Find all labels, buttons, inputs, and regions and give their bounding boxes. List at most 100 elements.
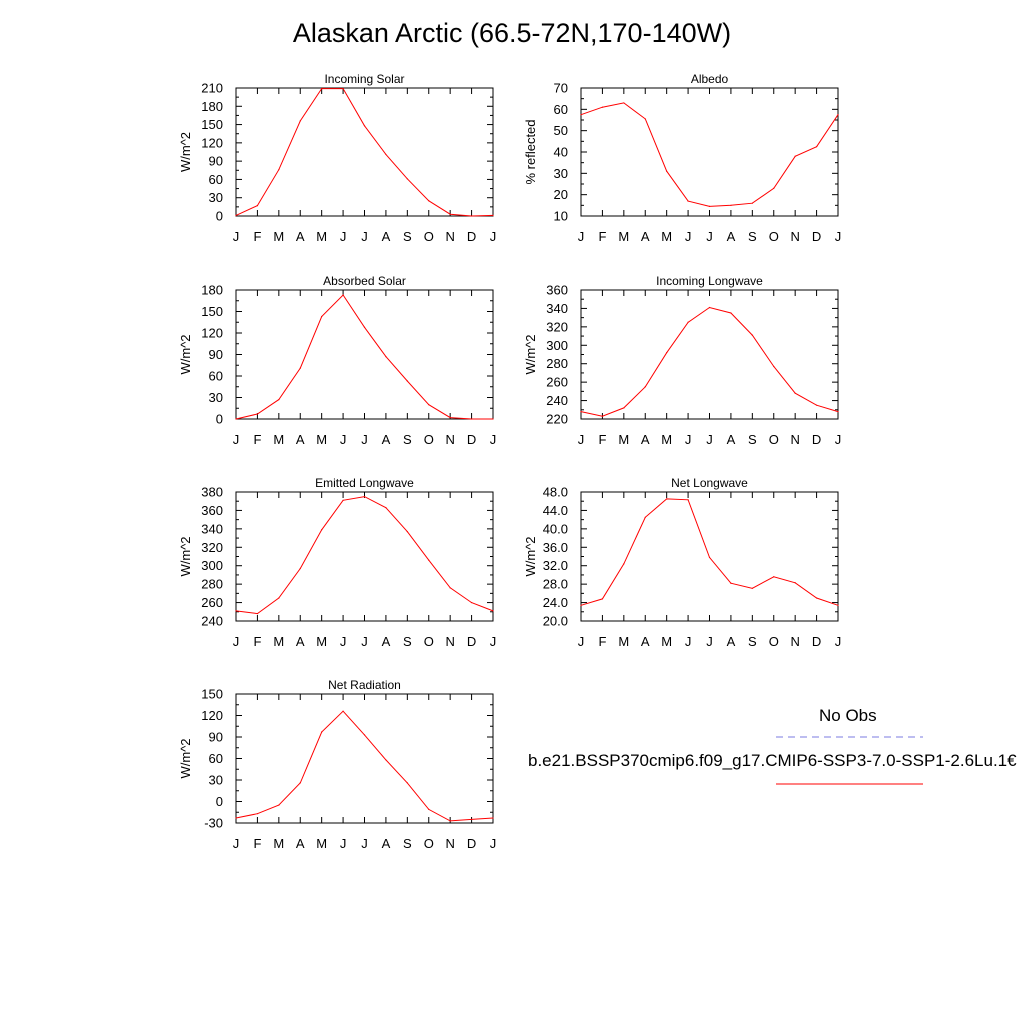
data-point bbox=[492, 214, 494, 216]
x-tick-label: J bbox=[340, 432, 347, 447]
chart-panel-3: Incoming Longwave W/m^2 220 240 260 280 300 320… bbox=[523, 274, 841, 447]
data-point bbox=[342, 88, 344, 90]
data-point bbox=[644, 118, 646, 120]
data-point bbox=[278, 804, 280, 806]
x-tick-label: J bbox=[706, 432, 713, 447]
data-point bbox=[580, 411, 582, 413]
y-tick-label: 0 bbox=[216, 794, 223, 809]
x-tick-label: A bbox=[296, 634, 305, 649]
data-point bbox=[666, 498, 668, 500]
x-tick-label: A bbox=[641, 432, 650, 447]
x-tick-label: D bbox=[812, 634, 821, 649]
y-tick-label: 90 bbox=[209, 730, 223, 745]
x-tick-label: A bbox=[641, 229, 650, 244]
y-tick-label: 180 bbox=[201, 283, 223, 298]
x-tick-label: N bbox=[790, 229, 799, 244]
y-tick-label: 70 bbox=[554, 81, 568, 96]
x-tick-label: J bbox=[233, 634, 240, 649]
y-tick-label: 24.0 bbox=[543, 595, 568, 610]
y-axis-label: W/m^2 bbox=[178, 334, 193, 374]
y-tick-label: 0 bbox=[216, 412, 223, 427]
y-tick-label: 40 bbox=[554, 145, 568, 160]
x-tick-label: S bbox=[403, 229, 412, 244]
y-tick-label: 60 bbox=[209, 751, 223, 766]
y-tick-label: 120 bbox=[201, 135, 223, 150]
x-tick-label: M bbox=[273, 229, 284, 244]
x-tick-label: N bbox=[445, 432, 454, 447]
x-tick-label: M bbox=[618, 634, 629, 649]
data-point bbox=[837, 604, 839, 606]
data-point bbox=[470, 818, 473, 821]
x-tick-label: J bbox=[361, 634, 368, 649]
x-tick-label: M bbox=[316, 634, 327, 649]
y-tick-label: 30 bbox=[209, 773, 223, 788]
x-tick-label: S bbox=[748, 634, 757, 649]
data-point bbox=[256, 413, 259, 415]
y-tick-label: 260 bbox=[546, 375, 568, 390]
y-tick-label: -30 bbox=[204, 816, 223, 831]
x-tick-label: J bbox=[233, 432, 240, 447]
y-tick-label: 240 bbox=[201, 614, 223, 629]
y-axis-label: W/m^2 bbox=[523, 536, 538, 576]
x-tick-label: A bbox=[382, 634, 391, 649]
y-tick-label: 220 bbox=[546, 412, 568, 427]
x-tick-label: A bbox=[296, 432, 305, 447]
x-tick-label: N bbox=[445, 634, 454, 649]
data-point bbox=[449, 213, 451, 215]
y-tick-label: 120 bbox=[201, 708, 223, 723]
x-tick-label: J bbox=[340, 634, 347, 649]
panel-title: Incoming Solar bbox=[324, 72, 404, 86]
y-tick-label: 180 bbox=[201, 99, 223, 114]
y-tick-label: 44.0 bbox=[543, 503, 568, 518]
x-tick-label: S bbox=[403, 836, 412, 851]
data-point bbox=[235, 418, 237, 420]
data-point bbox=[794, 582, 796, 584]
data-point bbox=[235, 610, 237, 612]
data-point bbox=[449, 587, 451, 589]
x-tick-label: N bbox=[790, 634, 799, 649]
x-tick-label: O bbox=[424, 432, 434, 447]
x-tick-label: A bbox=[296, 229, 305, 244]
x-tick-label: S bbox=[403, 634, 412, 649]
y-tick-label: 150 bbox=[201, 304, 223, 319]
data-point bbox=[235, 817, 237, 819]
x-tick-label: J bbox=[578, 634, 585, 649]
x-tick-label: J bbox=[490, 634, 497, 649]
y-tick-label: 30 bbox=[554, 166, 568, 181]
data-point bbox=[837, 114, 839, 116]
x-tick-label: D bbox=[467, 634, 476, 649]
y-axis-label: W/m^2 bbox=[178, 536, 193, 576]
y-tick-label: 48.0 bbox=[543, 485, 568, 500]
x-tick-label: J bbox=[835, 634, 842, 649]
x-tick-label: A bbox=[727, 634, 736, 649]
x-tick-label: M bbox=[273, 634, 284, 649]
data-point bbox=[449, 820, 451, 822]
data-point bbox=[363, 125, 366, 127]
x-tick-label: M bbox=[316, 229, 327, 244]
data-point bbox=[773, 187, 775, 189]
y-tick-label: 20 bbox=[554, 187, 568, 202]
x-tick-label: A bbox=[641, 634, 650, 649]
y-tick-label: 150 bbox=[201, 117, 223, 132]
data-point bbox=[837, 411, 839, 413]
series-line bbox=[580, 102, 839, 207]
x-tick-label: J bbox=[685, 229, 692, 244]
panel-title: Incoming Longwave bbox=[656, 274, 763, 288]
data-point bbox=[278, 399, 280, 401]
data-point bbox=[794, 392, 796, 394]
y-tick-label: 0 bbox=[216, 209, 223, 224]
data-point bbox=[299, 120, 301, 122]
data-point bbox=[428, 200, 430, 202]
x-tick-label: J bbox=[706, 229, 713, 244]
y-tick-label: 36.0 bbox=[543, 540, 568, 555]
data-point bbox=[687, 499, 689, 501]
x-tick-label: A bbox=[382, 432, 391, 447]
x-tick-label: S bbox=[748, 229, 757, 244]
x-tick-label: J bbox=[490, 229, 497, 244]
data-point bbox=[470, 215, 473, 217]
data-point bbox=[623, 563, 625, 565]
data-point bbox=[644, 516, 646, 518]
x-tick-label: F bbox=[253, 634, 261, 649]
